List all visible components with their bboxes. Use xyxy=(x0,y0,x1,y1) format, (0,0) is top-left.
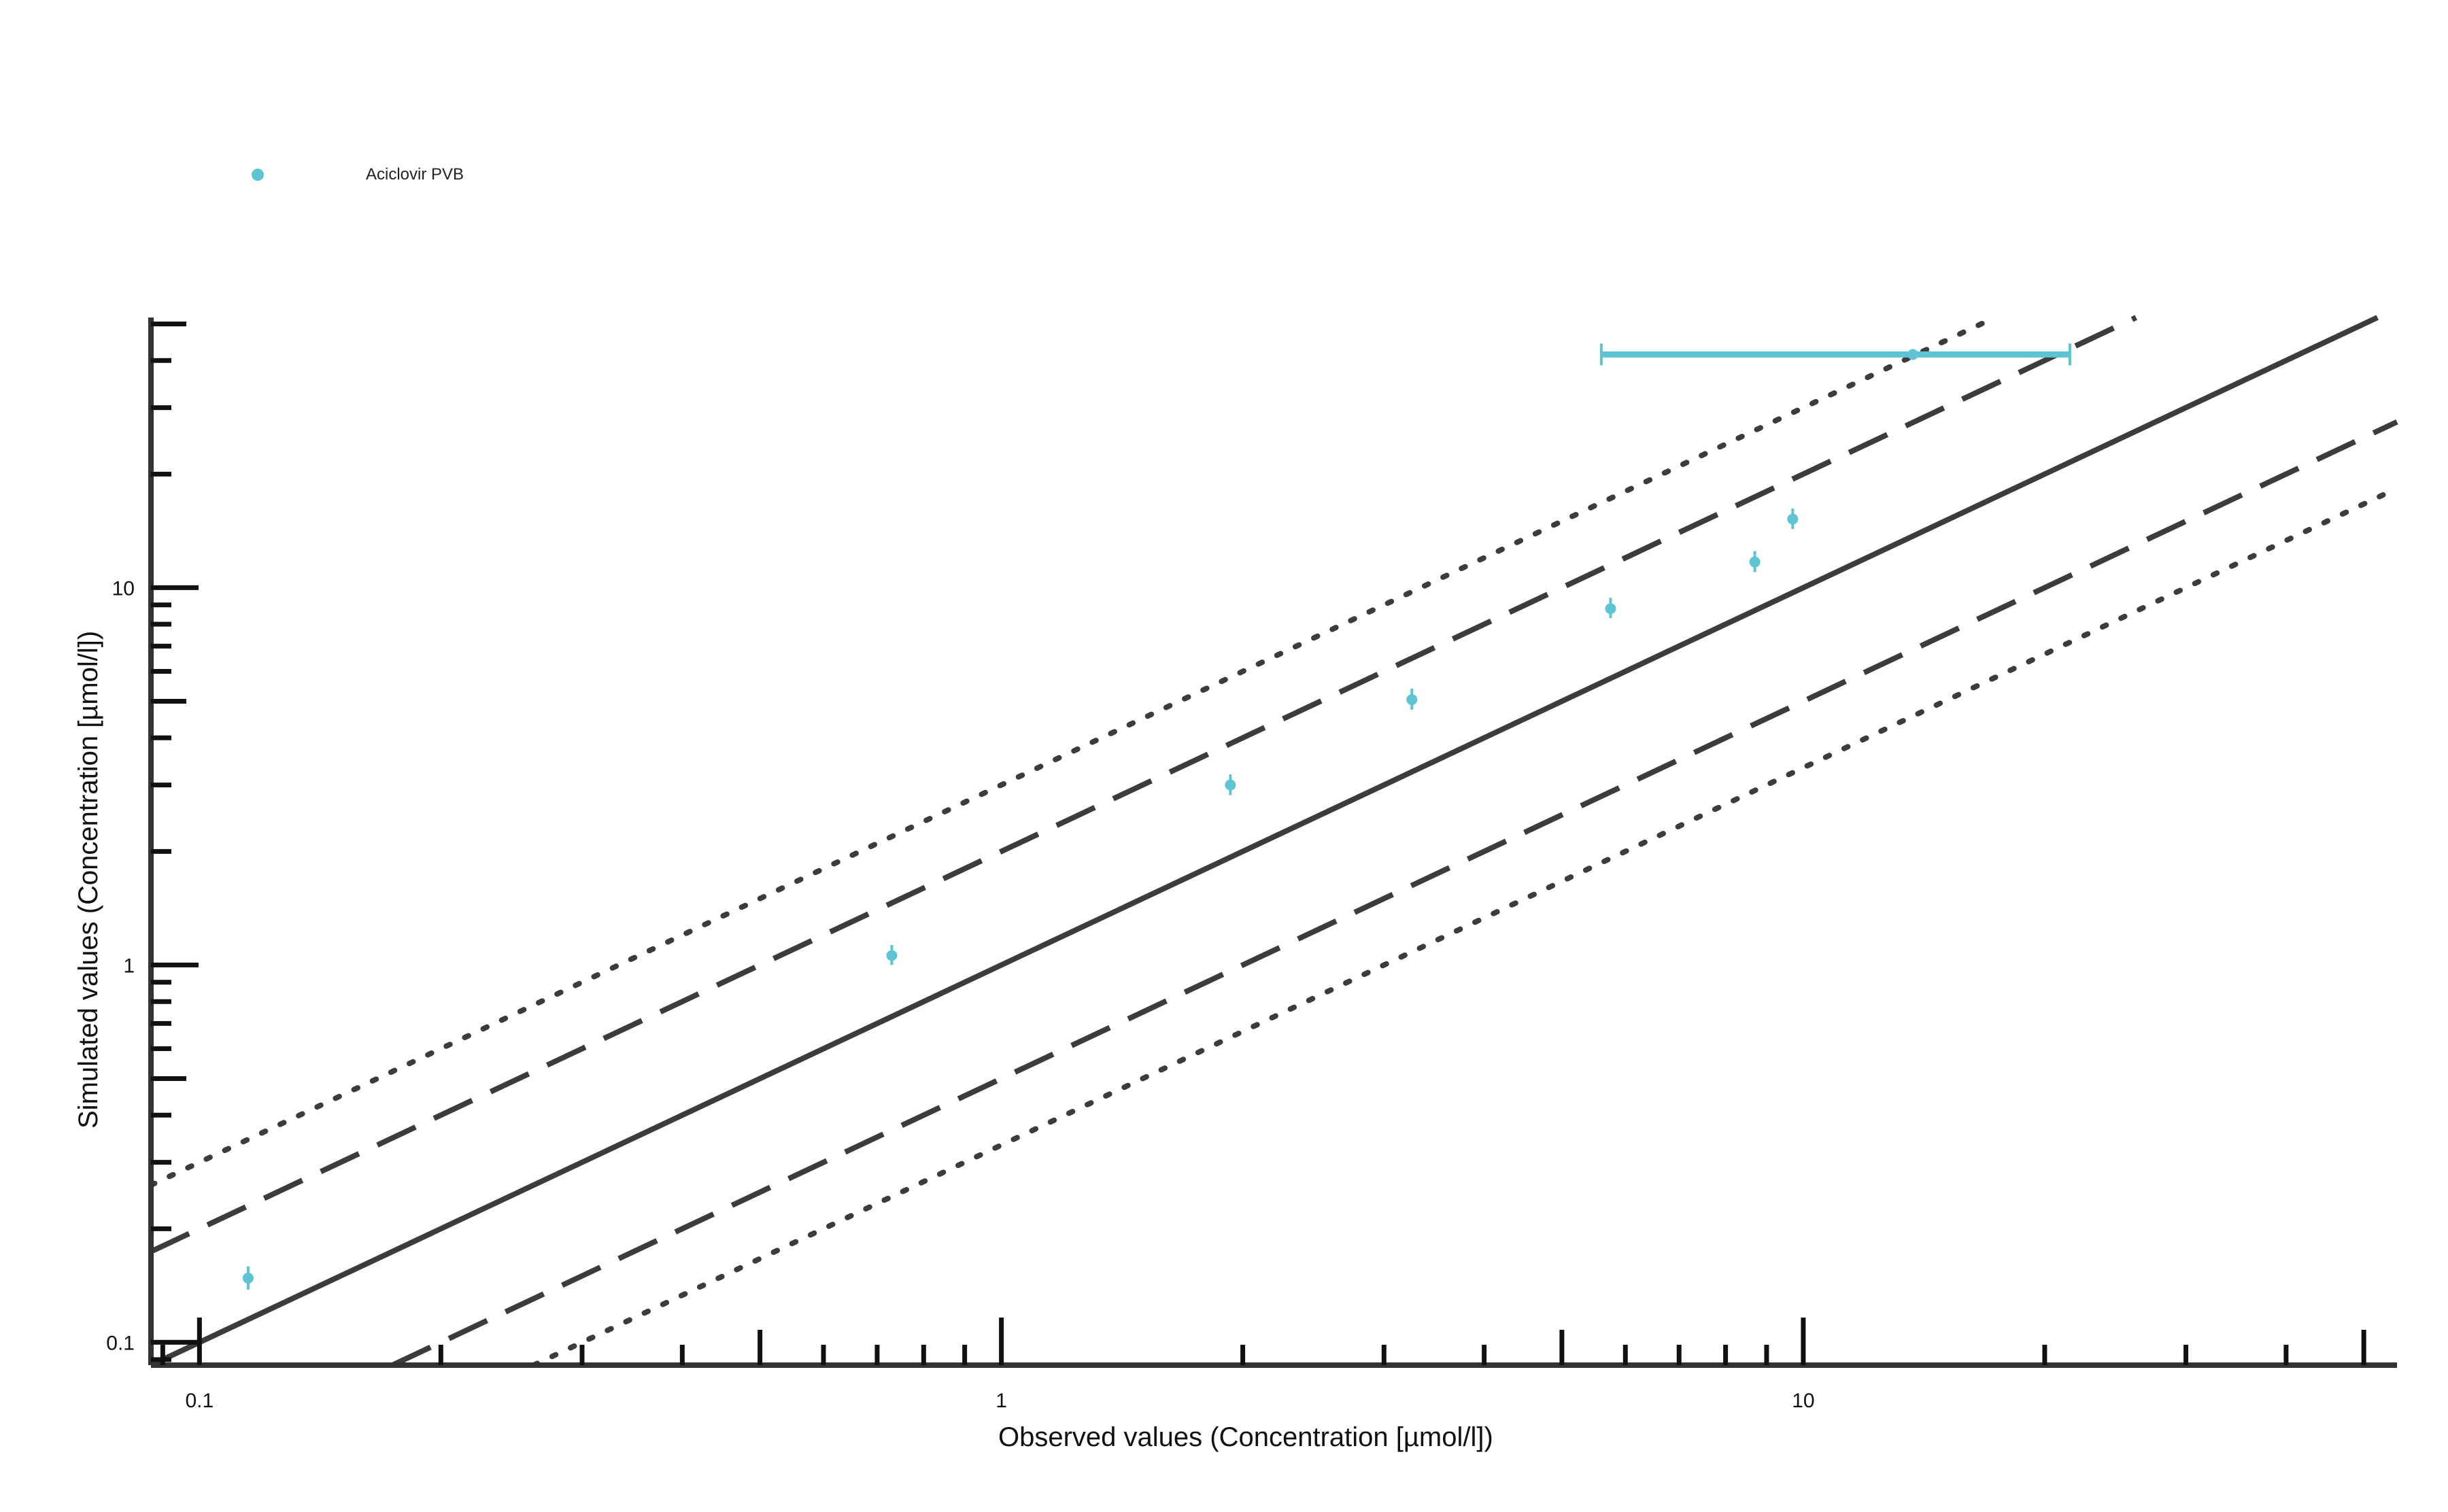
x-axis-title: Observed values (Concentration [µmol/l]) xyxy=(998,1422,1493,1452)
legend: Aciclovir PVB xyxy=(252,163,464,186)
y-tick-label: 10 xyxy=(112,577,135,600)
x-tick-label: 1 xyxy=(996,1390,1007,1412)
data-point xyxy=(886,950,898,961)
axis-ticks xyxy=(151,321,2366,1365)
reference-line-dashed-2 xyxy=(150,315,2137,1254)
y-tick-label: 0.1 xyxy=(106,1332,135,1354)
data-point xyxy=(1907,349,1919,360)
axes xyxy=(148,317,2397,1368)
x-tick-label: 0.1 xyxy=(185,1390,214,1412)
x-tick-label: 10 xyxy=(1792,1390,1814,1412)
data-point xyxy=(1787,513,1799,525)
legend-marker xyxy=(252,169,264,181)
reference-lines xyxy=(148,315,2400,1368)
data-point xyxy=(1406,694,1418,706)
reference-line-dotted-3 xyxy=(148,315,1998,1188)
data-point xyxy=(1749,556,1761,568)
data-point xyxy=(1225,779,1236,791)
reference-line-dashed-0.5 xyxy=(391,419,2398,1368)
reference-line-dotted-0.3333 xyxy=(530,485,2400,1368)
data-points xyxy=(242,343,2071,1290)
data-point xyxy=(242,1272,254,1284)
tick-labels: 0.1 1 10 0.1 1 10 xyxy=(106,577,1814,1412)
legend-label: Aciclovir PVB xyxy=(366,165,464,184)
y-tick-label: 1 xyxy=(123,955,135,977)
data-point xyxy=(1605,603,1616,615)
reference-line-solid-1 xyxy=(150,315,2379,1368)
y-axis-title: Simulated values (Concentration [µmol/l]… xyxy=(73,630,103,1129)
